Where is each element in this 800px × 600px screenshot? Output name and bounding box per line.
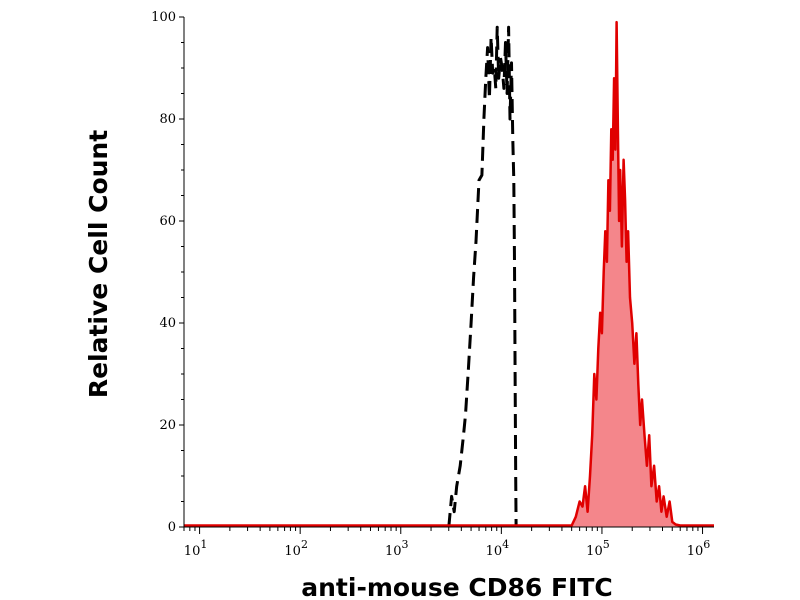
x-tick-base: 10 — [687, 544, 704, 559]
cd86-stained-line — [184, 20, 714, 527]
x-tick-exponent: 5 — [603, 538, 610, 551]
x-axis-title: anti-mouse CD86 FITC — [301, 573, 613, 600]
isotype-control-line — [447, 25, 518, 528]
fill-layer — [184, 22, 714, 527]
y-axis-title: Relative Cell Count — [84, 130, 113, 398]
y-tick-label: 100 — [151, 10, 176, 25]
y-tick-label: 80 — [159, 112, 176, 127]
x-tick-label: 106 — [687, 538, 711, 559]
y-tick-label: 20 — [159, 418, 176, 433]
line-layer — [184, 20, 714, 528]
y-tick-label: 0 — [168, 520, 176, 535]
x-tick-base: 10 — [184, 544, 201, 559]
x-tick-exponent: 1 — [200, 538, 207, 551]
x-tick-label: 105 — [586, 538, 610, 559]
x-axis-ticks: 101 102 103 104 105 106 — [183, 527, 711, 559]
series-1-fill — [184, 22, 714, 527]
y-axis-ticks: 0 20 40 60 80 100 — [151, 10, 184, 535]
x-tick-base: 10 — [385, 544, 402, 559]
x-tick-label: 104 — [486, 538, 510, 559]
x-tick-base: 10 — [284, 544, 301, 559]
x-tick-base: 10 — [586, 544, 603, 559]
x-tick-base: 10 — [486, 544, 503, 559]
x-tick-exponent: 3 — [402, 538, 409, 551]
y-tick-label: 40 — [159, 316, 176, 331]
x-tick-exponent: 2 — [301, 538, 308, 551]
x-tick-label: 102 — [284, 538, 308, 559]
x-tick-label: 101 — [184, 538, 208, 559]
x-tick-label: 103 — [385, 538, 409, 559]
x-tick-exponent: 6 — [703, 538, 710, 551]
x-tick-exponent: 4 — [502, 538, 509, 551]
y-tick-label: 60 — [159, 214, 176, 229]
